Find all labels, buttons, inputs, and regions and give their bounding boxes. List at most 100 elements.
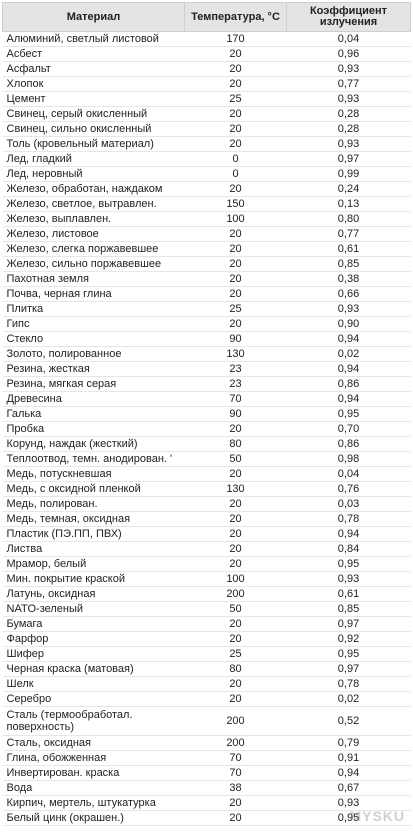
- cell-temperature: 90: [184, 406, 287, 422]
- cell-coefficient: 0,70: [286, 421, 411, 437]
- cell-temperature: 25: [184, 301, 287, 317]
- cell-coefficient: 0,77: [286, 226, 411, 242]
- cell-temperature: 20: [184, 106, 287, 122]
- cell-material: Пахотная земля: [2, 271, 185, 287]
- table-row: Толь (кровельный материал) 20 0,93: [2, 136, 411, 152]
- table-row: Мрамор, белый 20 0,95: [2, 556, 411, 572]
- cell-material: Свинец, сильно окисленный: [2, 121, 185, 137]
- cell-temperature: 20: [184, 541, 287, 557]
- cell-temperature: 170: [184, 31, 287, 47]
- cell-temperature: 20: [184, 526, 287, 542]
- cell-coefficient: 0,28: [286, 121, 411, 137]
- cell-temperature: 80: [184, 661, 287, 677]
- cell-temperature: 70: [184, 765, 287, 781]
- cell-temperature: 20: [184, 316, 287, 332]
- cell-material: Стекло: [2, 331, 185, 347]
- table-row: Галька 90 0,95: [2, 406, 411, 422]
- cell-coefficient: 0,85: [286, 601, 411, 617]
- table-row: Лед, гладкий 0 0,97: [2, 151, 411, 167]
- cell-material: Железо, листовое: [2, 226, 185, 242]
- cell-material: Лед, неровный: [2, 166, 185, 182]
- cell-coefficient: 0,67: [286, 780, 411, 796]
- cell-temperature: 20: [184, 271, 287, 287]
- cell-temperature: 80: [184, 436, 287, 452]
- cell-temperature: 20: [184, 46, 287, 62]
- cell-temperature: 130: [184, 481, 287, 497]
- table-row: Резина, мягкая серая 23 0,86: [2, 376, 411, 392]
- cell-coefficient: 0,93: [286, 795, 411, 811]
- cell-temperature: 25: [184, 646, 287, 662]
- cell-temperature: 0: [184, 151, 287, 167]
- cell-temperature: 20: [184, 226, 287, 242]
- cell-temperature: 23: [184, 361, 287, 377]
- table-row: Пробка 20 0,70: [2, 421, 411, 437]
- cell-material: Железо, светлое, вытравлен.: [2, 196, 185, 212]
- cell-coefficient: 0,80: [286, 211, 411, 227]
- table-row: Плитка 25 0,93: [2, 301, 411, 317]
- table-row: Теплоотвод, темн. анодирован. ' 50 0,98: [2, 451, 411, 467]
- cell-coefficient: 0,96: [286, 46, 411, 62]
- table-row: Золото, полированное 130 0,02: [2, 346, 411, 362]
- cell-material: Древесина: [2, 391, 185, 407]
- cell-coefficient: 0,86: [286, 376, 411, 392]
- table-row: Кирпич, мертель, штукатурка 20 0,93: [2, 795, 411, 811]
- cell-material: Глина, обожженная: [2, 750, 185, 766]
- cell-coefficient: 0,97: [286, 151, 411, 167]
- cell-temperature: 100: [184, 571, 287, 587]
- cell-material: Фарфор: [2, 631, 185, 647]
- cell-coefficient: 0,78: [286, 511, 411, 527]
- table-row: Хлопок 20 0,77: [2, 76, 411, 92]
- cell-material: Резина, жесткая: [2, 361, 185, 377]
- cell-temperature: 20: [184, 691, 287, 707]
- cell-temperature: 20: [184, 810, 287, 826]
- cell-material: Инвертирован. краска: [2, 765, 185, 781]
- cell-material: Шелк: [2, 676, 185, 692]
- cell-temperature: 20: [184, 61, 287, 77]
- table-row: Железо, листовое 20 0,77: [2, 226, 411, 242]
- cell-coefficient: 0,77: [286, 76, 411, 92]
- cell-coefficient: 0,94: [286, 361, 411, 377]
- cell-temperature: 130: [184, 346, 287, 362]
- cell-coefficient: 0,99: [286, 166, 411, 182]
- table-row: Шифер 25 0,95: [2, 646, 411, 662]
- cell-coefficient: 0,03: [286, 496, 411, 512]
- cell-coefficient: 0,93: [286, 61, 411, 77]
- cell-material: Медь, полирован.: [2, 496, 185, 512]
- cell-material: Мрамор, белый: [2, 556, 185, 572]
- cell-material: Толь (кровельный материал): [2, 136, 185, 152]
- table-row: Серебро 20 0,02: [2, 691, 411, 707]
- header-temperature: Температура, °С: [184, 2, 287, 32]
- cell-coefficient: 0,94: [286, 331, 411, 347]
- cell-material: Плитка: [2, 301, 185, 317]
- cell-material: Белый цинк (окрашен.): [2, 810, 185, 826]
- cell-material: Железо, обработан, наждаком: [2, 181, 185, 197]
- cell-coefficient: 0,86: [286, 436, 411, 452]
- table-row: Сталь (термообработал. поверхность) 200 0,…: [2, 706, 411, 736]
- cell-material: Свинец, серый окисленный: [2, 106, 185, 122]
- cell-temperature: 20: [184, 556, 287, 572]
- table-row: Инвертирован. краска 70 0,94: [2, 765, 411, 781]
- table-row: Алюминий, светлый листовой 170 0,04: [2, 31, 411, 47]
- cell-temperature: 200: [184, 735, 287, 751]
- cell-temperature: 20: [184, 121, 287, 137]
- table-row: Медь, с оксидной пленкой 130 0,76: [2, 481, 411, 497]
- cell-coefficient: 0,93: [286, 91, 411, 107]
- cell-material: Хлопок: [2, 76, 185, 92]
- cell-coefficient: 0,78: [286, 676, 411, 692]
- cell-material: Латунь, оксидная: [2, 586, 185, 602]
- cell-temperature: 25: [184, 91, 287, 107]
- cell-temperature: 20: [184, 181, 287, 197]
- cell-material: Медь, темная, оксидная: [2, 511, 185, 527]
- cell-material: Цемент: [2, 91, 185, 107]
- cell-coefficient: 0,95: [286, 556, 411, 572]
- cell-coefficient: 0,98: [286, 451, 411, 467]
- cell-coefficient: 0,95: [286, 406, 411, 422]
- table-row: Стекло 90 0,94: [2, 331, 411, 347]
- cell-temperature: 20: [184, 76, 287, 92]
- cell-material: Медь, потускневшая: [2, 466, 185, 482]
- cell-temperature: 20: [184, 795, 287, 811]
- cell-material: Железо, слегка поржавевшее: [2, 241, 185, 257]
- cell-coefficient: 0,61: [286, 241, 411, 257]
- cell-temperature: 200: [184, 706, 287, 736]
- cell-temperature: 0: [184, 166, 287, 182]
